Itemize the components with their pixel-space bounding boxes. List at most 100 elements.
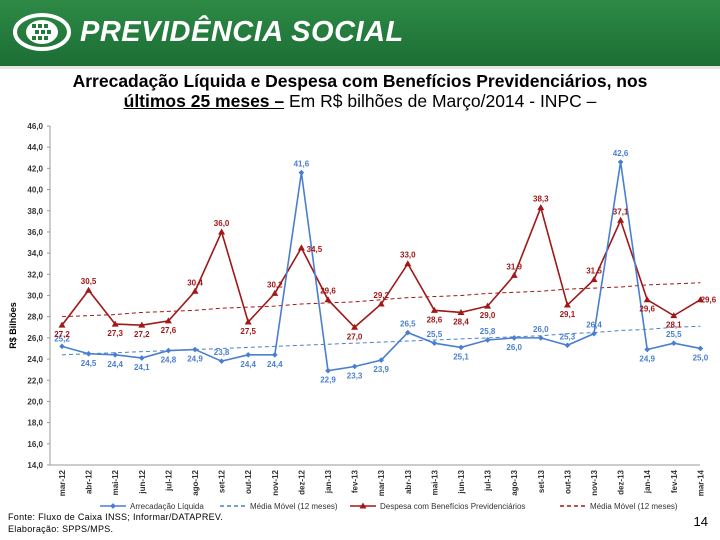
expenses-data-label: 33,0 bbox=[400, 251, 416, 260]
expenses-point bbox=[138, 321, 146, 328]
footer-notes: Fonte: Fluxo de Caixa INSS; Informar/DAT… bbox=[8, 511, 223, 535]
expenses-point bbox=[85, 286, 93, 293]
expenses-point bbox=[670, 312, 678, 319]
receipts-data-label: 25,5 bbox=[666, 330, 682, 339]
expenses-point bbox=[111, 320, 119, 327]
expenses-data-label: 29,6 bbox=[701, 296, 717, 305]
expenses-data-label: 28,6 bbox=[427, 315, 443, 324]
receipts-data-label: 26,0 bbox=[533, 325, 549, 334]
x-tick-label: set-13 bbox=[537, 469, 546, 493]
receipts-data-label: 24,4 bbox=[240, 360, 256, 369]
receipts-point bbox=[325, 367, 331, 374]
receipts-point bbox=[484, 337, 491, 343]
receipts-data-label: 23,9 bbox=[373, 365, 389, 374]
x-tick-label: jan-14 bbox=[643, 469, 652, 494]
line-chart: 14,0 16,0 18,0 20,0 22,0 24,0 26,0 28,0 30,0 32,0… bbox=[8, 122, 717, 511]
receipts-data-label: 23,8 bbox=[214, 348, 230, 357]
receipts-data-label: 26,4 bbox=[586, 321, 602, 330]
receipts-data-label: 24,5 bbox=[81, 359, 97, 368]
expenses-data-label: 29,6 bbox=[320, 287, 336, 296]
x-tick-label: nov-12 bbox=[271, 469, 280, 495]
expenses-point bbox=[297, 244, 305, 251]
receipts-data-label: 23,3 bbox=[347, 371, 363, 380]
receipts-point bbox=[431, 340, 438, 347]
y-tick-label: 36,0 bbox=[27, 228, 43, 237]
receipts-point bbox=[192, 346, 198, 353]
receipts-data-label: 24,9 bbox=[639, 355, 655, 364]
expenses-data-label: 30,2 bbox=[267, 280, 283, 289]
expenses-point bbox=[271, 289, 279, 296]
expenses-point bbox=[218, 228, 226, 235]
header-divider bbox=[0, 66, 720, 69]
y-tick-label: 22,0 bbox=[27, 376, 43, 385]
x-tick-label: jun-13 bbox=[457, 469, 466, 494]
y-tick-label: 46,0 bbox=[27, 122, 43, 131]
expenses-data-label: 28,1 bbox=[666, 321, 682, 330]
expenses-data-label: 37,1 bbox=[613, 207, 629, 216]
prepared-note: Elaboração: SPPS/MPS. bbox=[8, 524, 114, 534]
expenses-data-label: 27,2 bbox=[134, 330, 150, 339]
x-tick-label: jan-13 bbox=[324, 469, 333, 494]
receipts-point bbox=[537, 335, 544, 341]
expenses-point bbox=[457, 308, 465, 315]
y-tick-label: 20,0 bbox=[27, 397, 43, 406]
y-tick-label: 42,0 bbox=[27, 164, 43, 173]
y-tick-label: 40,0 bbox=[27, 186, 43, 195]
receipts-point bbox=[564, 342, 571, 349]
y-tick-label: 32,0 bbox=[27, 270, 43, 279]
x-tick-label: set-12 bbox=[218, 469, 227, 493]
header-bar: PREVIDÊNCIA SOCIAL bbox=[0, 0, 720, 68]
y-tick-label: 24,0 bbox=[27, 355, 43, 364]
source-note: Fonte: Fluxo de Caixa INSS; Informar/DAT… bbox=[8, 512, 224, 522]
expenses-point bbox=[324, 296, 332, 303]
expenses-point bbox=[58, 321, 66, 328]
receipts-line bbox=[61, 161, 701, 372]
expenses-point bbox=[590, 276, 598, 283]
title-line2-rest: Em R$ bilhões de Março/2014 - INPC – bbox=[284, 91, 597, 111]
x-tick-label: mai-12 bbox=[111, 469, 120, 495]
receipts-point bbox=[112, 351, 119, 358]
title-line1: Arrecadação Líquida e Despesa com Benefí… bbox=[72, 71, 648, 91]
expenses-data-label: 29,2 bbox=[373, 291, 389, 300]
receipts-data-label: 25,3 bbox=[560, 332, 576, 341]
receipts-point bbox=[404, 329, 411, 336]
receipts-point bbox=[511, 335, 518, 341]
x-tick-label: fev-14 bbox=[670, 469, 679, 493]
receipts-point bbox=[245, 351, 252, 358]
receipts-data-label: 24,4 bbox=[107, 360, 123, 369]
expenses-point bbox=[510, 271, 518, 278]
y-tick-label: 30,0 bbox=[27, 292, 43, 301]
expenses-data-label: 31,9 bbox=[506, 262, 522, 271]
receipts-data-label: 24,9 bbox=[187, 355, 203, 364]
x-tick-label: abr-13 bbox=[404, 469, 413, 494]
receipts-data-label: 25,8 bbox=[480, 327, 496, 336]
expenses-point bbox=[404, 260, 412, 267]
receipts-data-label: 26,5 bbox=[400, 320, 416, 329]
x-tick-label: mar-13 bbox=[377, 469, 386, 496]
legend-expenses-moving-average-label: Média Móvel (12 meses) bbox=[590, 502, 678, 511]
expenses-data-label: 29,6 bbox=[639, 305, 655, 314]
receipts-data-label: 25,2 bbox=[54, 334, 70, 343]
receipts-data-label: 26,0 bbox=[506, 343, 522, 352]
receipts-point bbox=[697, 345, 704, 352]
receipts-point bbox=[351, 363, 358, 370]
expenses-data-label: 36,0 bbox=[214, 219, 230, 228]
expenses-point bbox=[537, 204, 545, 211]
legend-expenses-marker bbox=[359, 502, 367, 509]
receipts-point bbox=[298, 169, 305, 176]
expenses-point bbox=[643, 296, 651, 303]
expenses-point bbox=[563, 301, 571, 308]
brand-title: PREVIDÊNCIA SOCIAL bbox=[80, 16, 404, 48]
y-tick-label: 38,0 bbox=[27, 207, 43, 216]
receipts-point bbox=[458, 344, 464, 351]
expenses-data-label: 27,0 bbox=[347, 332, 363, 341]
previdencia-logo-icon bbox=[13, 13, 71, 51]
legend-receipts-marker bbox=[110, 503, 116, 509]
expenses-point bbox=[617, 216, 625, 223]
expenses-data-label: 27,6 bbox=[161, 326, 177, 335]
expenses-point bbox=[484, 302, 492, 309]
receipts-data-label: 25,0 bbox=[693, 353, 709, 362]
expenses-data-label: 27,2 bbox=[54, 330, 70, 339]
x-tick-label: mar-14 bbox=[696, 469, 705, 496]
y-axis-label: R$ Bilhões bbox=[8, 302, 18, 349]
